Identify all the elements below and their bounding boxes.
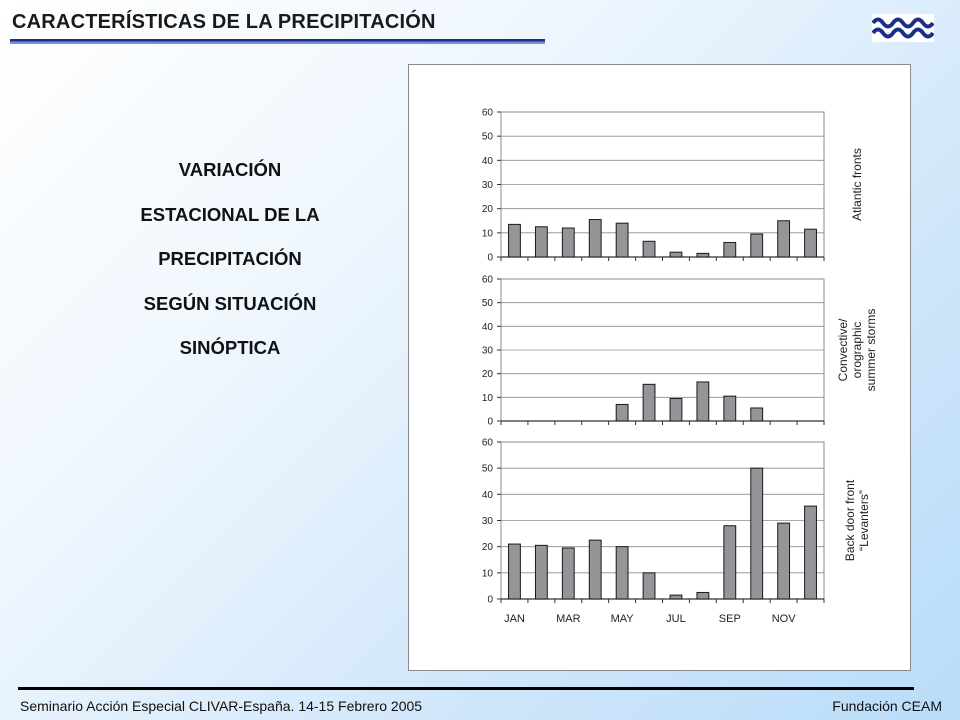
bar-jul xyxy=(669,398,683,422)
panel-label-line: orographic xyxy=(850,322,864,379)
y-tick-label: 10 xyxy=(482,228,494,239)
x-tick-label: MAR xyxy=(556,613,581,625)
subtitle-line: PRECIPITACIÓN xyxy=(158,248,302,269)
bar-mar xyxy=(561,547,575,600)
footer-divider xyxy=(18,687,914,690)
y-tick-label: 50 xyxy=(482,298,494,309)
y-tick-label: 10 xyxy=(482,568,494,579)
subtitle-line: SINÓPTICA xyxy=(179,337,281,358)
y-tick-label: 60 xyxy=(482,275,494,286)
bar-jul xyxy=(669,594,683,600)
subtitle-line: ESTACIONAL DE LA xyxy=(140,203,320,225)
bar-aug xyxy=(696,591,710,600)
x-tick-label: JAN xyxy=(504,613,525,625)
slide-title: CARACTERÍSTICAS DE LA PRECIPITACIÓN xyxy=(12,11,436,33)
chart-panel: 0 10 20 30 40 50 60 Convective/orographicsummer… xyxy=(482,275,878,428)
x-tick-label: JUL xyxy=(666,613,686,625)
bar-oct xyxy=(750,467,764,600)
y-tick-label: 20 xyxy=(482,204,494,215)
panel-label-line: “Levanters” xyxy=(857,490,871,551)
bar-nov xyxy=(777,522,791,600)
chart-frame: 0 10 20 30 40 50 60 Atlantic fronts 0 10 20 30 40 50 6… xyxy=(408,64,911,671)
y-tick-label: 30 xyxy=(482,346,494,357)
y-tick-label: 30 xyxy=(482,180,494,191)
chart-panel: 0 10 20 30 40 50 60 JAN MAR MAY JUL SEP NOV Back door… xyxy=(482,438,871,626)
title-underline xyxy=(10,39,545,44)
panel-label-line: Back door front xyxy=(843,479,857,561)
y-tick-label: 40 xyxy=(482,490,494,501)
bar-aug xyxy=(696,381,710,422)
bar-dec xyxy=(804,505,817,600)
bar-apr xyxy=(588,539,602,600)
y-tick-label: 0 xyxy=(487,253,493,264)
bar-nov xyxy=(777,220,791,258)
chart-panel: 0 10 20 30 40 50 60 Atlantic fronts xyxy=(482,108,864,264)
footer-seminar-text: Seminario Acción Especial CLIVAR-España.… xyxy=(20,698,423,714)
y-tick-label: 40 xyxy=(482,156,494,167)
y-tick-label: 20 xyxy=(482,542,494,553)
subtitle-line: SEGÚN SITUACIÓN xyxy=(143,292,317,314)
y-tick-label: 10 xyxy=(482,393,494,404)
bar-jun xyxy=(642,383,656,422)
bar-oct xyxy=(750,233,764,258)
bar-jun xyxy=(642,240,656,258)
bar-sep xyxy=(723,525,737,600)
bar-aug xyxy=(696,252,710,258)
bar-sep xyxy=(723,242,737,258)
bar-jun xyxy=(642,572,656,600)
panel-label: Back door front“Levanters” xyxy=(843,479,871,561)
bar-jan xyxy=(508,223,521,258)
panel-label: Convective/orographicsummer storms xyxy=(836,309,878,392)
bar-feb xyxy=(534,226,548,258)
bar-may xyxy=(615,546,629,600)
y-tick-label: 50 xyxy=(482,132,494,143)
x-tick-label: SEP xyxy=(719,613,741,625)
bar-mar xyxy=(561,227,575,258)
x-tick-label: MAY xyxy=(611,613,635,625)
subtitle-line: VARIACIÓN xyxy=(178,159,282,180)
panel-label-line: summer storms xyxy=(864,309,878,392)
y-tick-label: 20 xyxy=(482,369,494,380)
bar-may xyxy=(615,403,629,422)
seasonal-precipitation-chart: 0 10 20 30 40 50 60 Atlantic fronts 0 10 20 30 40 50 6… xyxy=(482,108,878,626)
footer-organization-text: Fundación CEAM xyxy=(832,698,942,714)
bar-jul xyxy=(669,251,683,258)
panel-label: Atlantic fronts xyxy=(850,148,864,221)
y-tick-label: 50 xyxy=(482,464,494,475)
y-tick-label: 60 xyxy=(482,108,494,119)
bar-apr xyxy=(588,219,602,258)
y-tick-label: 40 xyxy=(482,322,494,333)
waves-logo-icon xyxy=(872,14,934,42)
y-tick-label: 0 xyxy=(487,595,493,606)
panel-label-line: Convective/ xyxy=(836,318,850,381)
bar-feb xyxy=(534,544,548,600)
bar-jan xyxy=(508,543,521,600)
slide-subtitle: VARIACIÓN ESTACIONAL DE LA PRECIPITACIÓN… xyxy=(85,148,375,371)
bar-sep xyxy=(723,395,737,422)
x-tick-label: NOV xyxy=(772,613,797,625)
y-tick-label: 30 xyxy=(482,516,494,527)
bar-dec xyxy=(804,228,817,258)
bar-oct xyxy=(750,407,764,422)
bar-may xyxy=(615,222,629,258)
panel-label-line: Atlantic fronts xyxy=(850,148,864,221)
y-tick-label: 60 xyxy=(482,438,494,449)
y-tick-label: 0 xyxy=(487,417,493,428)
